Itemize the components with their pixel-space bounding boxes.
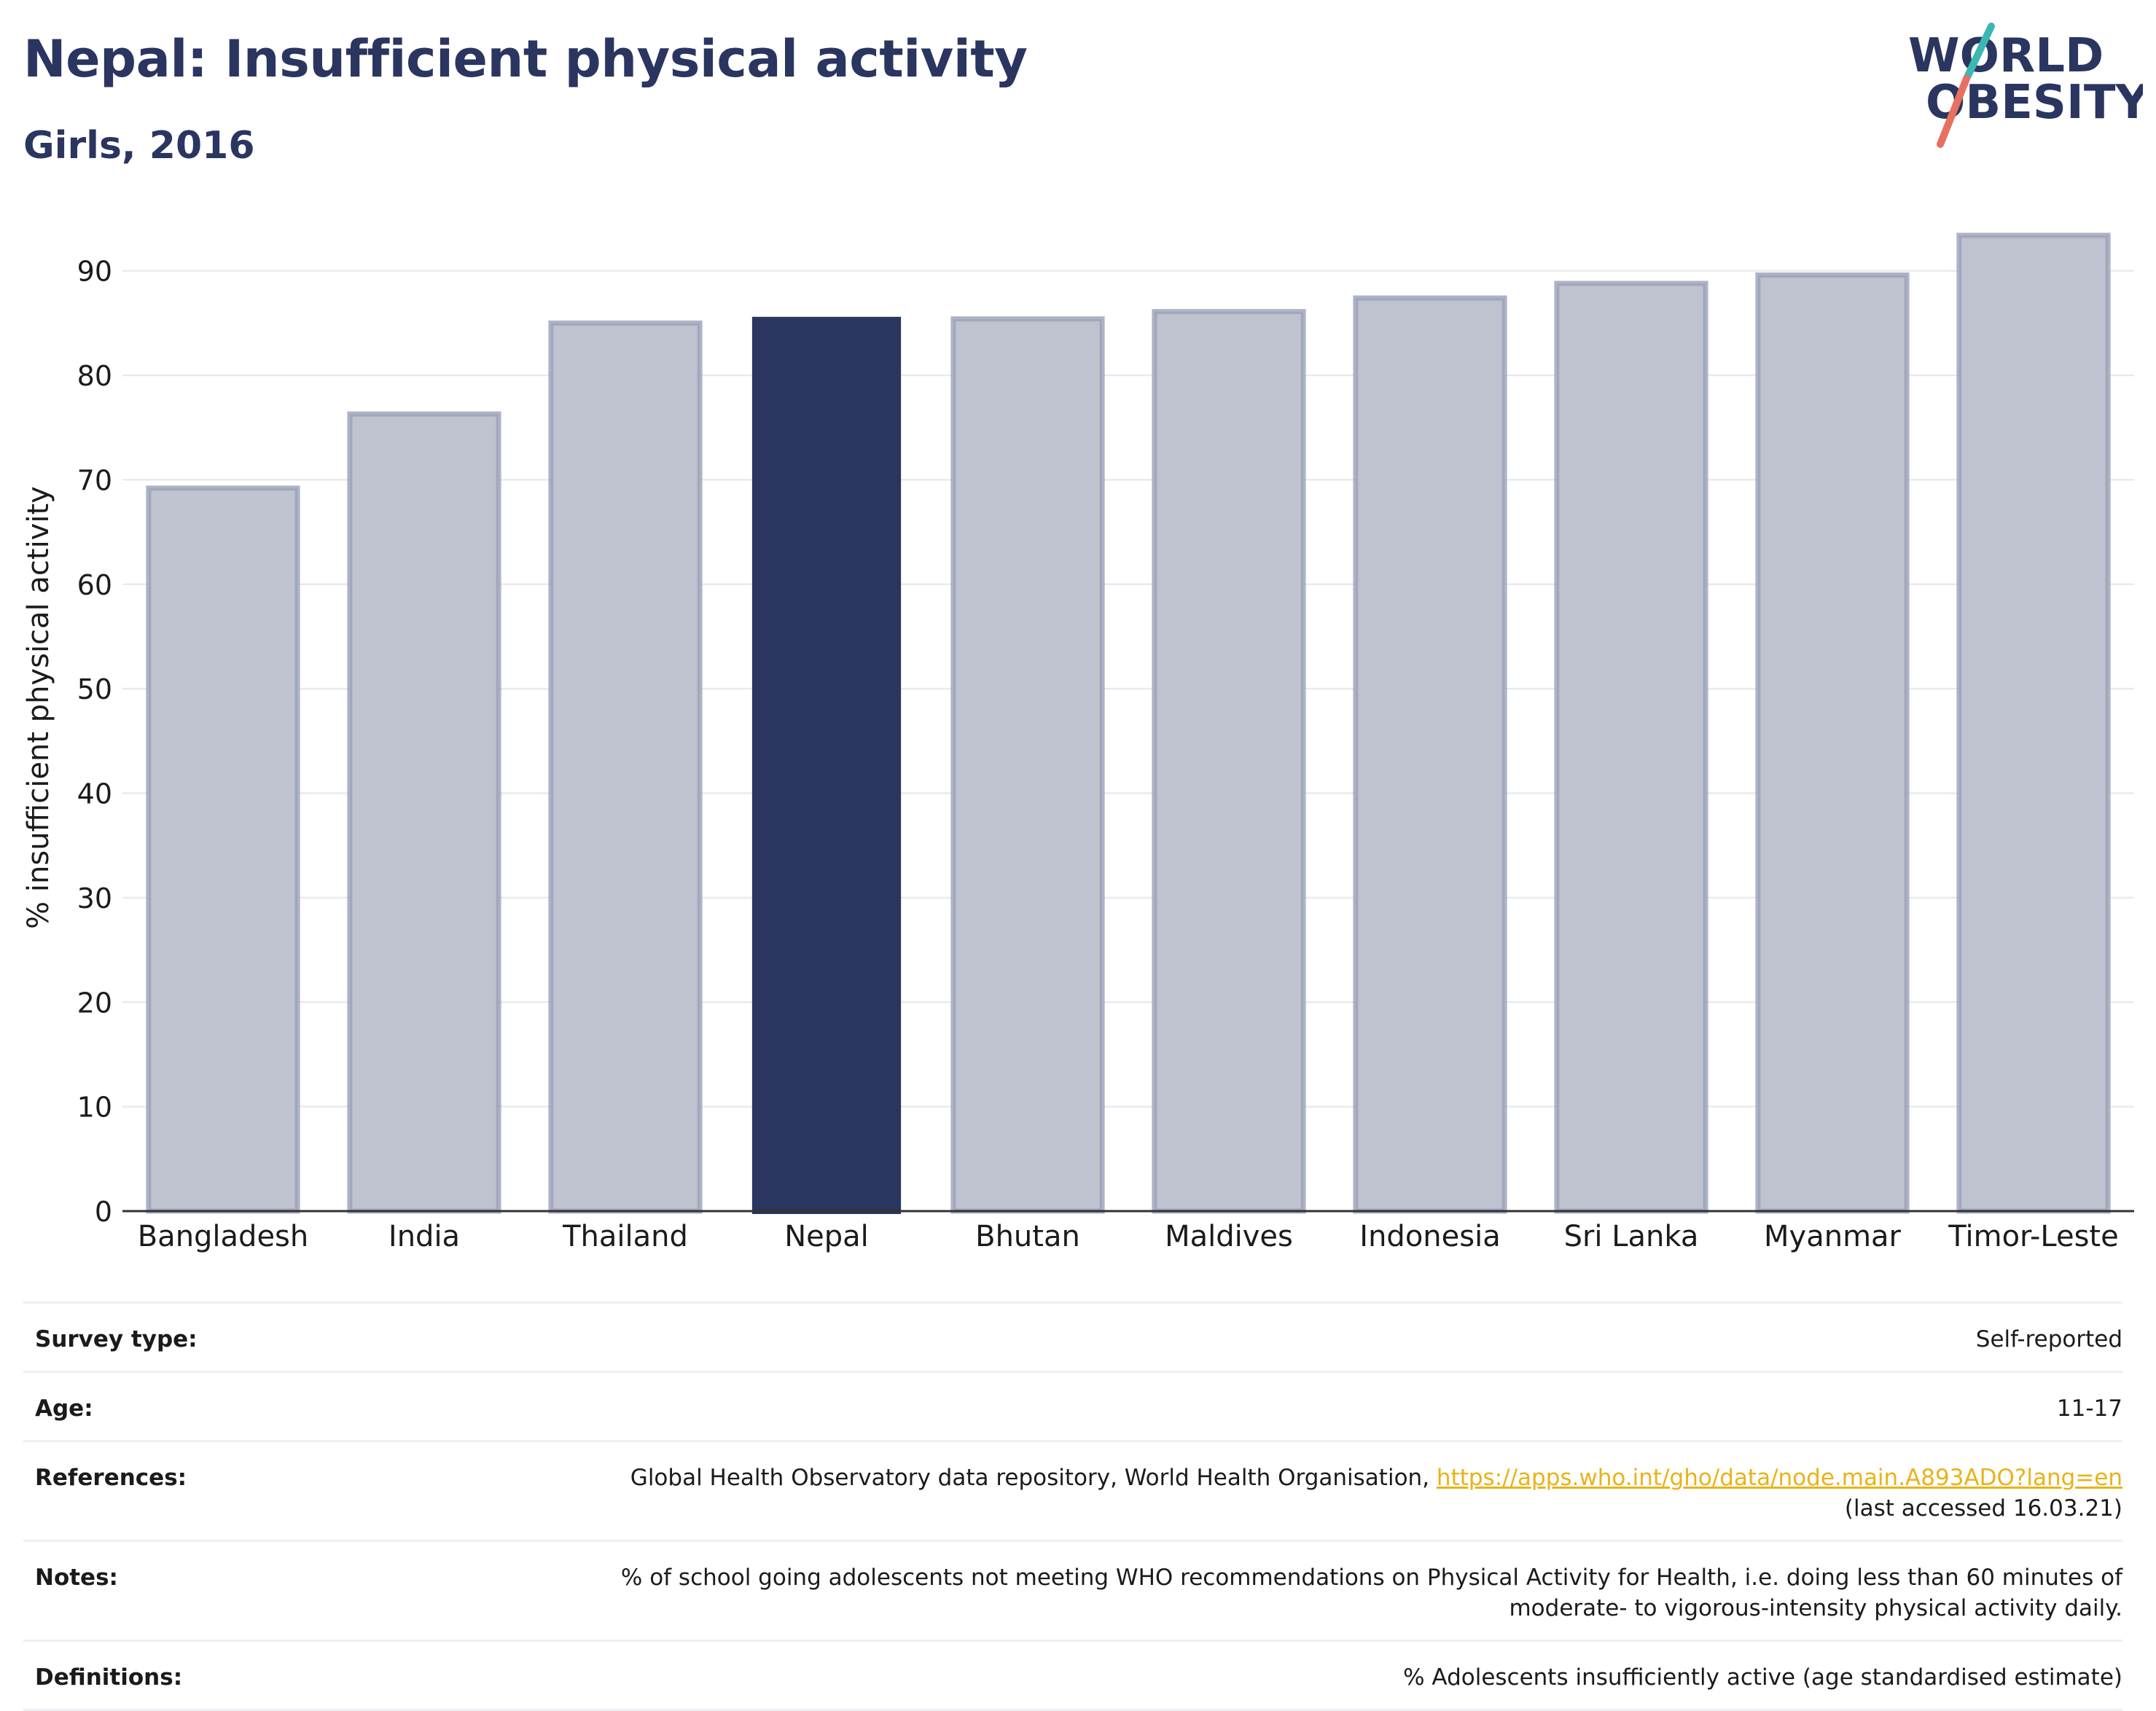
y-tick-label: 0: [95, 1196, 112, 1228]
x-tick-label: Timor-Leste: [1948, 1220, 2118, 1253]
meta-row-references: References: Global Health Observatory da…: [23, 1440, 2122, 1540]
x-tick-label: Thailand: [562, 1220, 688, 1253]
bar-bangladesh: [146, 485, 300, 1214]
meta-row-notes: Notes: % of school going adolescents not…: [23, 1540, 2122, 1640]
x-tick-label: India: [388, 1220, 460, 1253]
meta-value: % Adolescents insufficiently active (age…: [1403, 1664, 2122, 1691]
y-axis-label: % insufficient physical activity: [22, 486, 55, 929]
world-obesity-logo[interactable]: WORLD OBESITY: [1895, 22, 2143, 153]
notes-line-2: moderate- to vigorous-intensity physical…: [1509, 1595, 2122, 1621]
metadata-table: Survey type: Self-reported Age: 11-17 Re…: [23, 1301, 2122, 1711]
x-tick-label: Nepal: [784, 1220, 869, 1253]
logo-slash-teal: [1963, 23, 1995, 82]
x-tick-label: Maldives: [1165, 1220, 1293, 1253]
meta-label: Notes:: [35, 1565, 118, 1591]
x-tick-label: Bhutan: [975, 1220, 1080, 1253]
bar-maldives: [1152, 309, 1306, 1214]
y-tick-label: 30: [77, 882, 112, 915]
x-tick-label: Sri Lanka: [1564, 1220, 1699, 1253]
y-tick-label: 80: [77, 360, 112, 392]
y-tick-label: 40: [77, 778, 112, 810]
reference-accessed: (last accessed 16.03.21): [1844, 1495, 2122, 1522]
meta-label: References:: [35, 1465, 187, 1491]
bar-nepal: [751, 316, 902, 1214]
meta-label: Definitions:: [35, 1664, 183, 1691]
meta-value: Global Health Observatory data repositor…: [630, 1442, 2122, 1540]
x-tick-label: Myanmar: [1764, 1220, 1902, 1253]
bar-sri-lanka: [1554, 281, 1708, 1214]
meta-value: % of school going adolescents not meetin…: [621, 1542, 2122, 1640]
y-tick-label: 50: [77, 673, 112, 705]
bar-india: [347, 411, 501, 1214]
meta-value: 11-17: [2056, 1395, 2122, 1422]
meta-row-survey-type: Survey type: Self-reported: [23, 1301, 2122, 1371]
meta-row-age: Age: 11-17: [23, 1371, 2122, 1440]
bars: [146, 232, 2111, 1214]
chart-title: Nepal: Insufficient physical activity: [23, 29, 1028, 89]
logo-slash-coral: [1937, 75, 1970, 148]
bar-bhutan: [950, 316, 1105, 1214]
x-tick-label: Bangladesh: [138, 1220, 309, 1253]
y-tick-label: 20: [77, 987, 112, 1019]
meta-label: Survey type:: [35, 1326, 198, 1352]
meta-label: Age:: [35, 1395, 93, 1422]
logo-word-world: WORLD: [1908, 29, 2104, 83]
bar-chart: 0 10 20 30 40 50 60 70 80 90 Bangladesh India Thaila…: [22, 232, 2134, 1253]
y-tick-label: 60: [77, 569, 112, 601]
bar-timor-leste: [1956, 232, 2111, 1214]
meta-value: Self-reported: [1975, 1326, 2122, 1352]
bar-indonesia: [1353, 295, 1507, 1214]
chart-subtitle: Girls, 2016: [23, 124, 255, 168]
bar-thailand: [548, 320, 703, 1214]
y-tick-label: 70: [77, 464, 112, 496]
y-tick-label: 10: [77, 1092, 112, 1124]
x-tick-label: Indonesia: [1359, 1220, 1500, 1253]
bar-myanmar: [1755, 272, 1910, 1214]
meta-row-definitions: Definitions: % Adolescents insufficientl…: [23, 1640, 2122, 1711]
reference-source: Global Health Observatory data repositor…: [630, 1465, 1430, 1491]
reference-link[interactable]: https://apps.who.int/gho/data/node.main.…: [1436, 1465, 2122, 1491]
axes: 0 10 20 30 40 50 60 70 80 90 Bangladesh India Thaila…: [77, 256, 2134, 1253]
notes-line-1: % of school going adolescents not meetin…: [620, 1565, 2122, 1591]
y-tick-label: 90: [77, 256, 112, 288]
